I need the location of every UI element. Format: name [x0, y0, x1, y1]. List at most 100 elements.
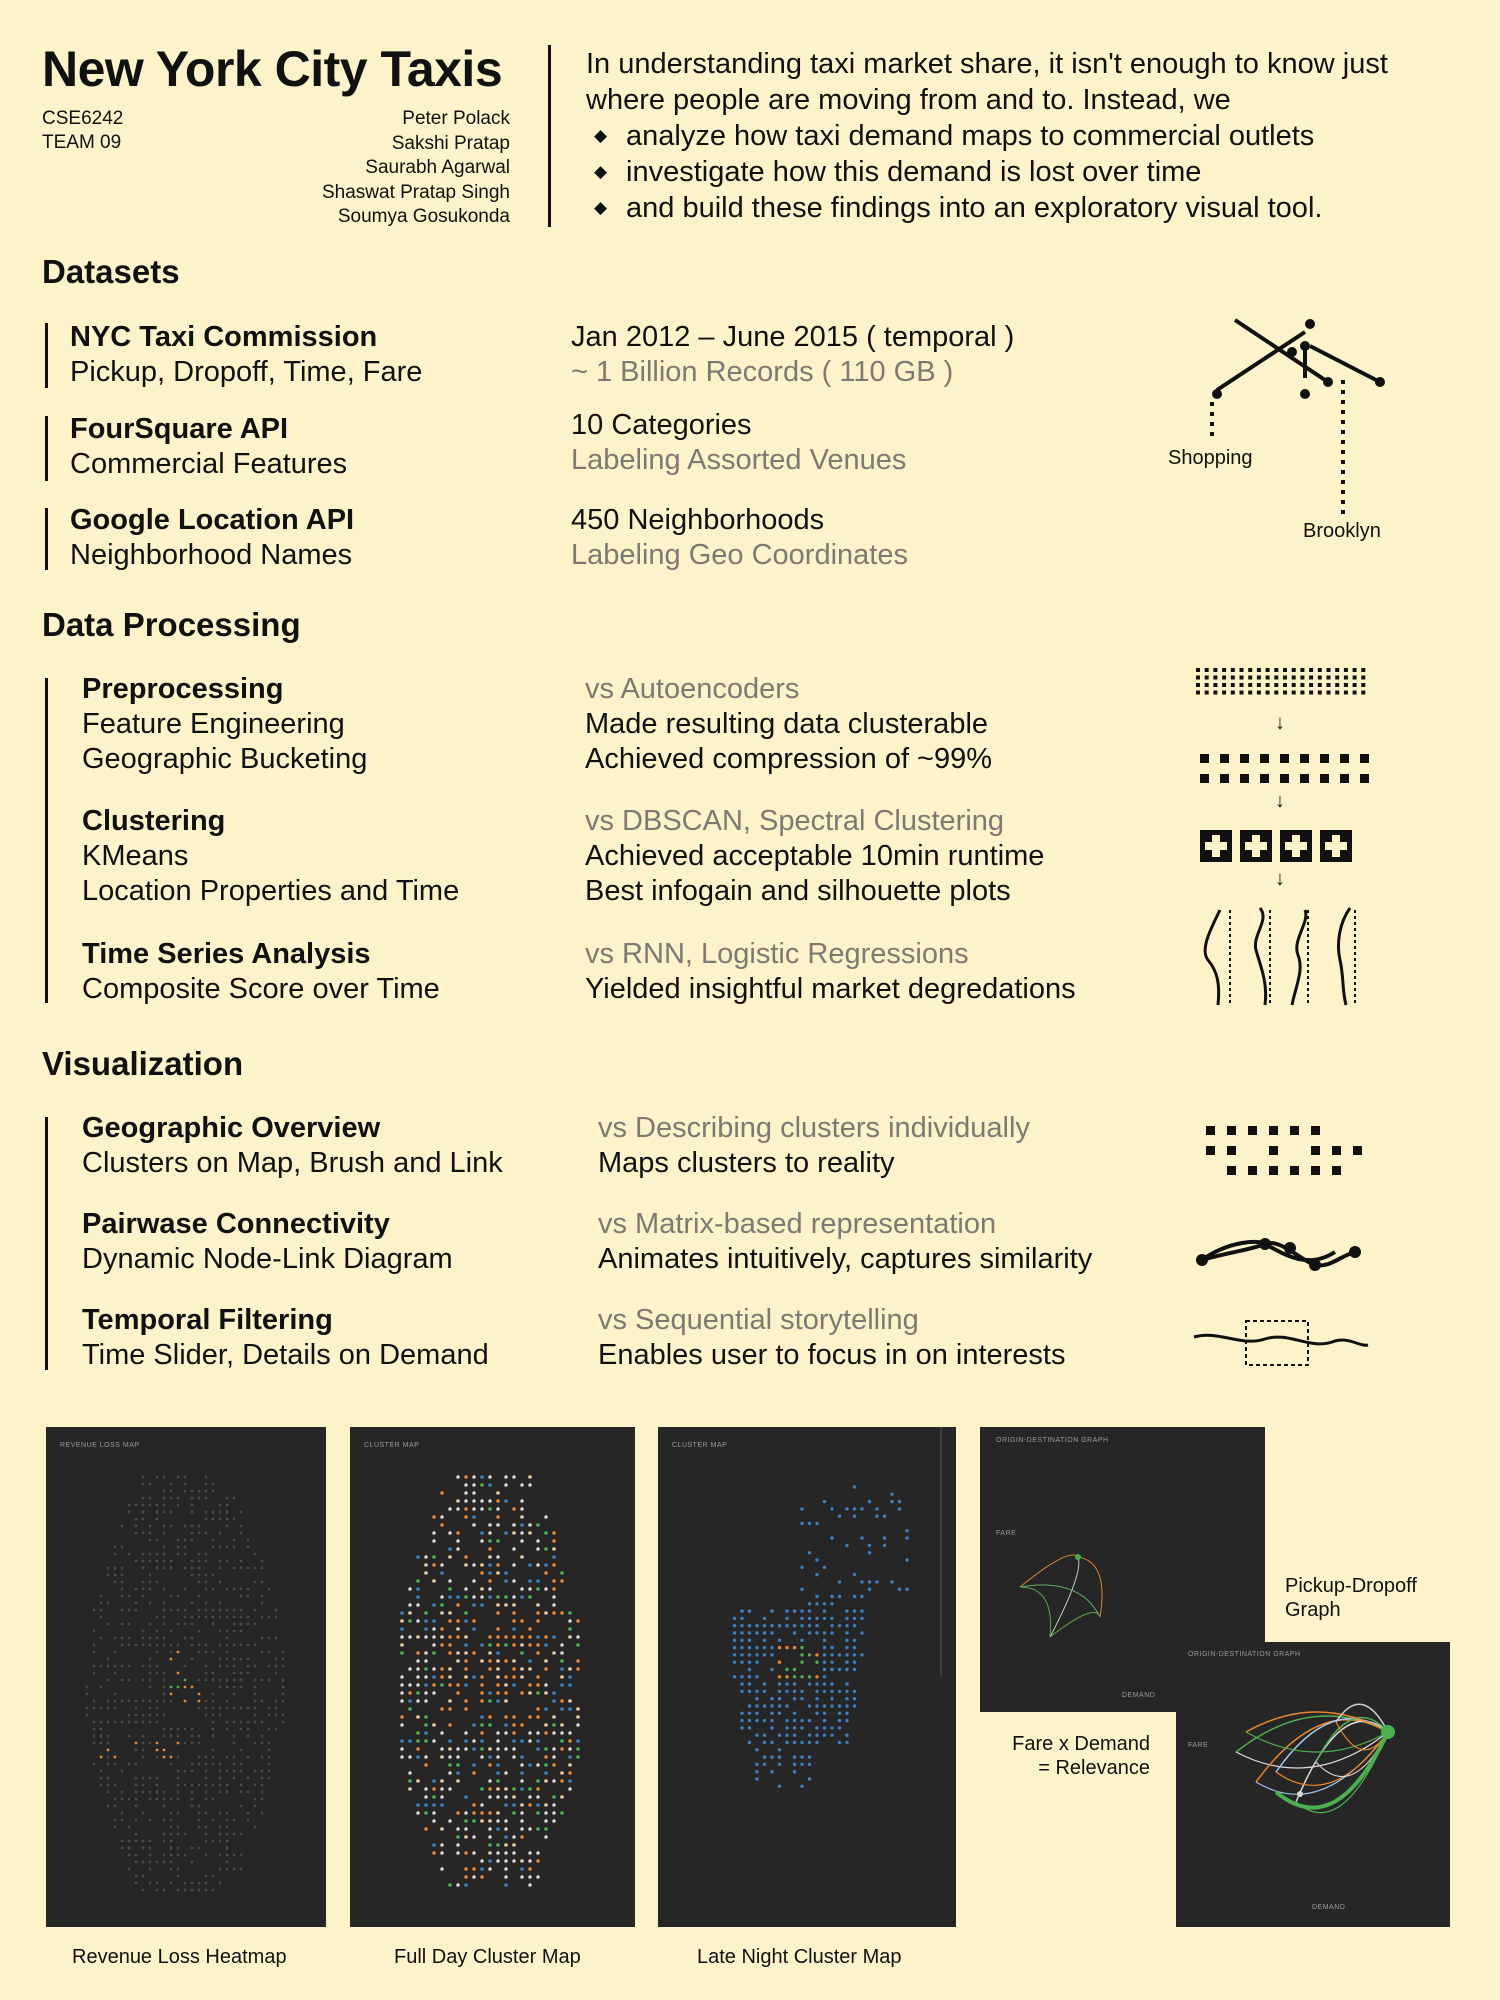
- map-dot: [424, 1803, 428, 1807]
- map-dot: [106, 1601, 110, 1605]
- overview-dot: [1269, 1166, 1278, 1175]
- map-dot: [464, 1659, 468, 1663]
- map-dot: [520, 1539, 524, 1543]
- processing-name: Time Series Analysis: [82, 938, 371, 970]
- map-dot: [113, 1804, 117, 1808]
- map-dot: [852, 1638, 857, 1642]
- map-dot: [845, 1740, 849, 1745]
- map-dot: [528, 1667, 532, 1671]
- pipeline-dot: [1196, 683, 1200, 687]
- graph-edge: [1019, 1586, 1052, 1638]
- map-dot: [190, 1685, 194, 1689]
- map-dot: [246, 1811, 250, 1815]
- map-dot: [860, 1580, 864, 1584]
- map-dot: [432, 1723, 436, 1727]
- map-dot: [905, 1529, 909, 1533]
- map-dot: [169, 1608, 173, 1612]
- map-dot: [169, 1727, 173, 1731]
- map-dot: [204, 1811, 208, 1815]
- map-dot: [576, 1667, 580, 1671]
- map-dot: [113, 1762, 117, 1766]
- map-dot: [204, 1755, 208, 1759]
- map-dot: [162, 1608, 166, 1612]
- map-dot: [440, 1635, 444, 1639]
- map-dot: [99, 1615, 103, 1619]
- caption-relevance: Fare x Demand = Relevance: [1010, 1732, 1150, 1780]
- map-dot: [85, 1685, 89, 1689]
- map-dot: [190, 1636, 194, 1640]
- map-dot: [424, 1675, 428, 1679]
- map-dot: [512, 1507, 516, 1511]
- map-dot: [424, 1731, 428, 1735]
- map-dot: [190, 1643, 194, 1647]
- map-dot: [852, 1572, 857, 1577]
- map-dot: [852, 1653, 857, 1657]
- map-dot: [267, 1636, 271, 1640]
- map-dot: [169, 1559, 173, 1563]
- pipeline-square: [1220, 774, 1229, 783]
- map-dot: [141, 1755, 145, 1759]
- map-dot: [113, 1720, 117, 1724]
- map-dot: [822, 1638, 827, 1642]
- map-dot: [456, 1619, 460, 1623]
- pipeline-dot: [1248, 683, 1253, 687]
- map-dot: [488, 1635, 492, 1639]
- map-dot: [755, 1645, 759, 1650]
- panel-label: CLUSTER MAP: [672, 1442, 728, 1449]
- map-dot: [536, 1803, 540, 1807]
- map-dot: [127, 1678, 131, 1682]
- map-dot: [232, 1538, 236, 1542]
- map-dot: [512, 1563, 516, 1567]
- map-dot: [281, 1692, 285, 1696]
- map-dot: [141, 1783, 145, 1787]
- map-dot: [183, 1769, 187, 1773]
- map-dot: [127, 1797, 131, 1801]
- map-dot: [204, 1580, 208, 1584]
- map-dot: [260, 1650, 264, 1654]
- dataset-stat: 450 Neighborhoods: [571, 504, 825, 536]
- map-dot: [785, 1726, 789, 1730]
- map-dot: [875, 1580, 879, 1584]
- dataset-item: NYC Taxi Commission Pickup, Dropoff, Tim…: [70, 320, 422, 390]
- map-dot: [496, 1667, 500, 1671]
- map-dot: [267, 1755, 271, 1759]
- graph-edge: [1275, 1731, 1389, 1786]
- map-dot: [197, 1888, 201, 1892]
- map-dot: [456, 1547, 460, 1551]
- map-dot: [162, 1545, 166, 1549]
- visualization-item: Pairwase Connectivity Dynamic Node-Link …: [82, 1207, 453, 1277]
- map-dot: [148, 1713, 152, 1717]
- map-dot: [141, 1790, 145, 1794]
- map-dot: [448, 1555, 452, 1559]
- map-dot: [400, 1619, 404, 1623]
- map-dot: [464, 1515, 468, 1519]
- map-dot: [162, 1692, 166, 1696]
- map-dot: [488, 1859, 492, 1863]
- map-dot: [155, 1790, 159, 1794]
- map-dot: [822, 1682, 827, 1686]
- map-dot: [190, 1503, 194, 1507]
- map-dot: [211, 1762, 215, 1766]
- map-dot: [197, 1706, 201, 1710]
- map-dot: [127, 1734, 131, 1738]
- map-dot: [204, 1650, 208, 1654]
- map-dot: [218, 1790, 222, 1794]
- map-dot: [504, 1475, 508, 1479]
- map-dot: [148, 1664, 152, 1668]
- map-dot: [225, 1699, 229, 1703]
- map-dot: [472, 1507, 476, 1511]
- map-dot: [218, 1615, 222, 1619]
- map-dot: [218, 1657, 222, 1661]
- map-dot: [148, 1699, 152, 1703]
- map-dot: [225, 1685, 229, 1689]
- map-dot: [496, 1515, 500, 1519]
- map-dot: [274, 1636, 278, 1640]
- map-dot: [260, 1594, 264, 1598]
- map-dot: [134, 1783, 138, 1787]
- dataset-stat: Jan 2012 – June 2015 ( temporal ): [571, 321, 1015, 353]
- map-dot: [432, 1539, 436, 1543]
- pipeline-dot: [1230, 690, 1235, 695]
- map-dot: [488, 1747, 492, 1751]
- graph-edge: [1049, 1612, 1101, 1638]
- map-dot: [239, 1706, 243, 1710]
